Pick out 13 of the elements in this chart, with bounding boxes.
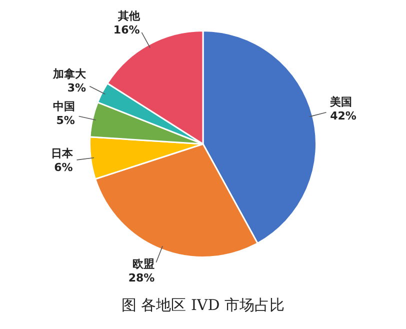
text: 图 各地区 IVD 市场占比 [120, 296, 286, 315]
slice-label: 其他 [116, 10, 141, 23]
data-label: 28% [128, 271, 155, 284]
slice-label: 美国 [329, 96, 352, 109]
data-label: 3% [67, 82, 86, 95]
slice-label: 欧盟 [132, 257, 155, 270]
slice-label: 中国 [52, 100, 75, 113]
data-label: 6% [54, 161, 73, 174]
data-label: 5% [56, 114, 75, 127]
data-label: 16% [113, 24, 140, 37]
slice-label: 日本 [50, 147, 74, 160]
data-label: 42% [330, 110, 356, 123]
slice-label: 加拿大 [52, 68, 88, 81]
